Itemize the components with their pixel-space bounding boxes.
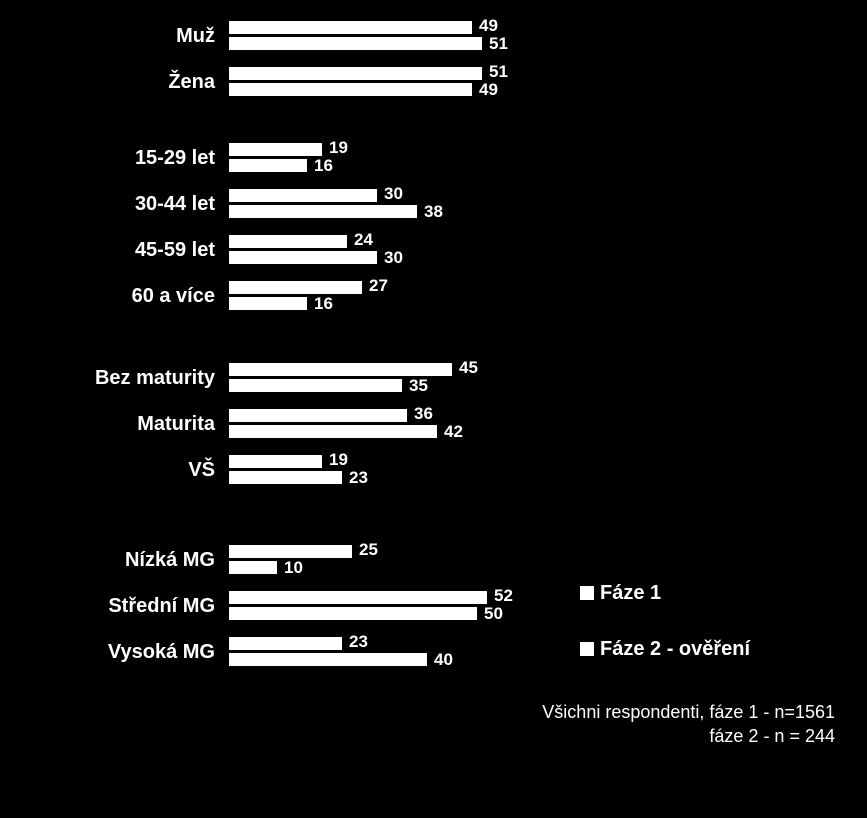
bar-phase-1: [228, 234, 348, 249]
value-label-phase-1: 51: [489, 62, 508, 82]
bar-phase-2: [228, 82, 473, 97]
value-label-phase-1: 45: [459, 358, 478, 378]
legend-item: Fáze 1: [580, 582, 661, 605]
value-label-phase-1: 52: [494, 586, 513, 606]
value-label-phase-1: 19: [329, 450, 348, 470]
category-label: Žena: [0, 64, 215, 100]
value-label-phase-2: 10: [284, 558, 303, 578]
category-label: Muž: [0, 18, 215, 54]
bar-phase-2: [228, 296, 308, 311]
category-label: Vysoká MG: [0, 634, 215, 670]
value-label-phase-2: 40: [434, 650, 453, 670]
value-label-phase-2: 38: [424, 202, 443, 222]
bar-phase-1: [228, 142, 323, 157]
bar-phase-2: [228, 250, 378, 265]
bar-phase-1: [228, 280, 363, 295]
value-label-phase-2: 49: [479, 80, 498, 100]
value-label-phase-1: 24: [354, 230, 373, 250]
category-label: 45-59 let: [0, 232, 215, 268]
category-label: 15-29 let: [0, 140, 215, 176]
value-label-phase-1: 27: [369, 276, 388, 296]
category-label: 60 a více: [0, 278, 215, 314]
bar-phase-1: [228, 362, 453, 377]
category-label: Střední MG: [0, 588, 215, 624]
legend-item: Fáze 2 - ověření: [580, 638, 750, 661]
legend-label: Fáze 1: [600, 582, 661, 604]
chart-row: Muž 4951: [0, 18, 867, 54]
chart-row: Bez maturity 45 35: [0, 360, 867, 396]
bar-phase-2: [228, 470, 343, 485]
value-label-phase-2: 16: [314, 156, 333, 176]
bar-phase-2: [228, 158, 308, 173]
value-label-phase-2: 16: [314, 294, 333, 314]
footnote: Všichni respondenti, fáze 1 - n=1561fáze…: [542, 700, 835, 748]
bar-phase-2: [228, 424, 438, 439]
bar-phase-1: [228, 454, 323, 469]
bar-phase-1: [228, 636, 343, 651]
value-label-phase-1: 19: [329, 138, 348, 158]
footnote-line-2: fáze 2 - n = 244: [542, 724, 835, 748]
value-label-phase-1: 36: [414, 404, 433, 424]
category-label: Maturita: [0, 406, 215, 442]
chart-row: 15-29 let 1916: [0, 140, 867, 176]
category-label: VŠ: [0, 452, 215, 488]
bar-phase-2: [228, 204, 418, 219]
category-label: 30-44 let: [0, 186, 215, 222]
chart-row: Žena 5149: [0, 64, 867, 100]
value-label-phase-2: 35: [409, 376, 428, 396]
chart-row: Nízká MG 25 10: [0, 542, 867, 578]
chart-row: 45-59 let 24 30: [0, 232, 867, 268]
value-label-phase-1: 23: [349, 632, 368, 652]
value-label-phase-1: 25: [359, 540, 378, 560]
bar-phase-1: [228, 188, 378, 203]
category-label: Bez maturity: [0, 360, 215, 396]
demographics-bar-chart: Muž4951Žena514915-29 let191630-44 let303…: [0, 0, 867, 818]
value-label-phase-2: 42: [444, 422, 463, 442]
value-label-phase-2: 51: [489, 34, 508, 54]
bar-phase-1: [228, 66, 483, 81]
bar-phase-2: [228, 378, 403, 393]
bar-phase-1: [228, 408, 408, 423]
value-label-phase-2: 50: [484, 604, 503, 624]
bar-phase-1: [228, 590, 488, 605]
value-label-phase-2: 30: [384, 248, 403, 268]
bar-phase-2: [228, 606, 478, 621]
value-label-phase-1: 49: [479, 16, 498, 36]
chart-row: 60 a více 27 16: [0, 278, 867, 314]
bar-phase-2: [228, 652, 428, 667]
category-label: Nízká MG: [0, 542, 215, 578]
footnote-line-1: Všichni respondenti, fáze 1 - n=1561: [542, 700, 835, 724]
legend-label: Fáze 2 - ověření: [600, 638, 750, 660]
bar-phase-2: [228, 36, 483, 51]
chart-row: Maturita 36 42: [0, 406, 867, 442]
bar-phase-2: [228, 560, 278, 575]
chart-row: Střední MG 5250: [0, 588, 867, 624]
legend-swatch-icon: [580, 642, 594, 656]
value-label-phase-2: 23: [349, 468, 368, 488]
legend-swatch-icon: [580, 586, 594, 600]
chart-row: VŠ 1923: [0, 452, 867, 488]
bar-phase-1: [228, 20, 473, 35]
chart-row: 30-44 let 30 38: [0, 186, 867, 222]
bar-phase-1: [228, 544, 353, 559]
value-label-phase-1: 30: [384, 184, 403, 204]
